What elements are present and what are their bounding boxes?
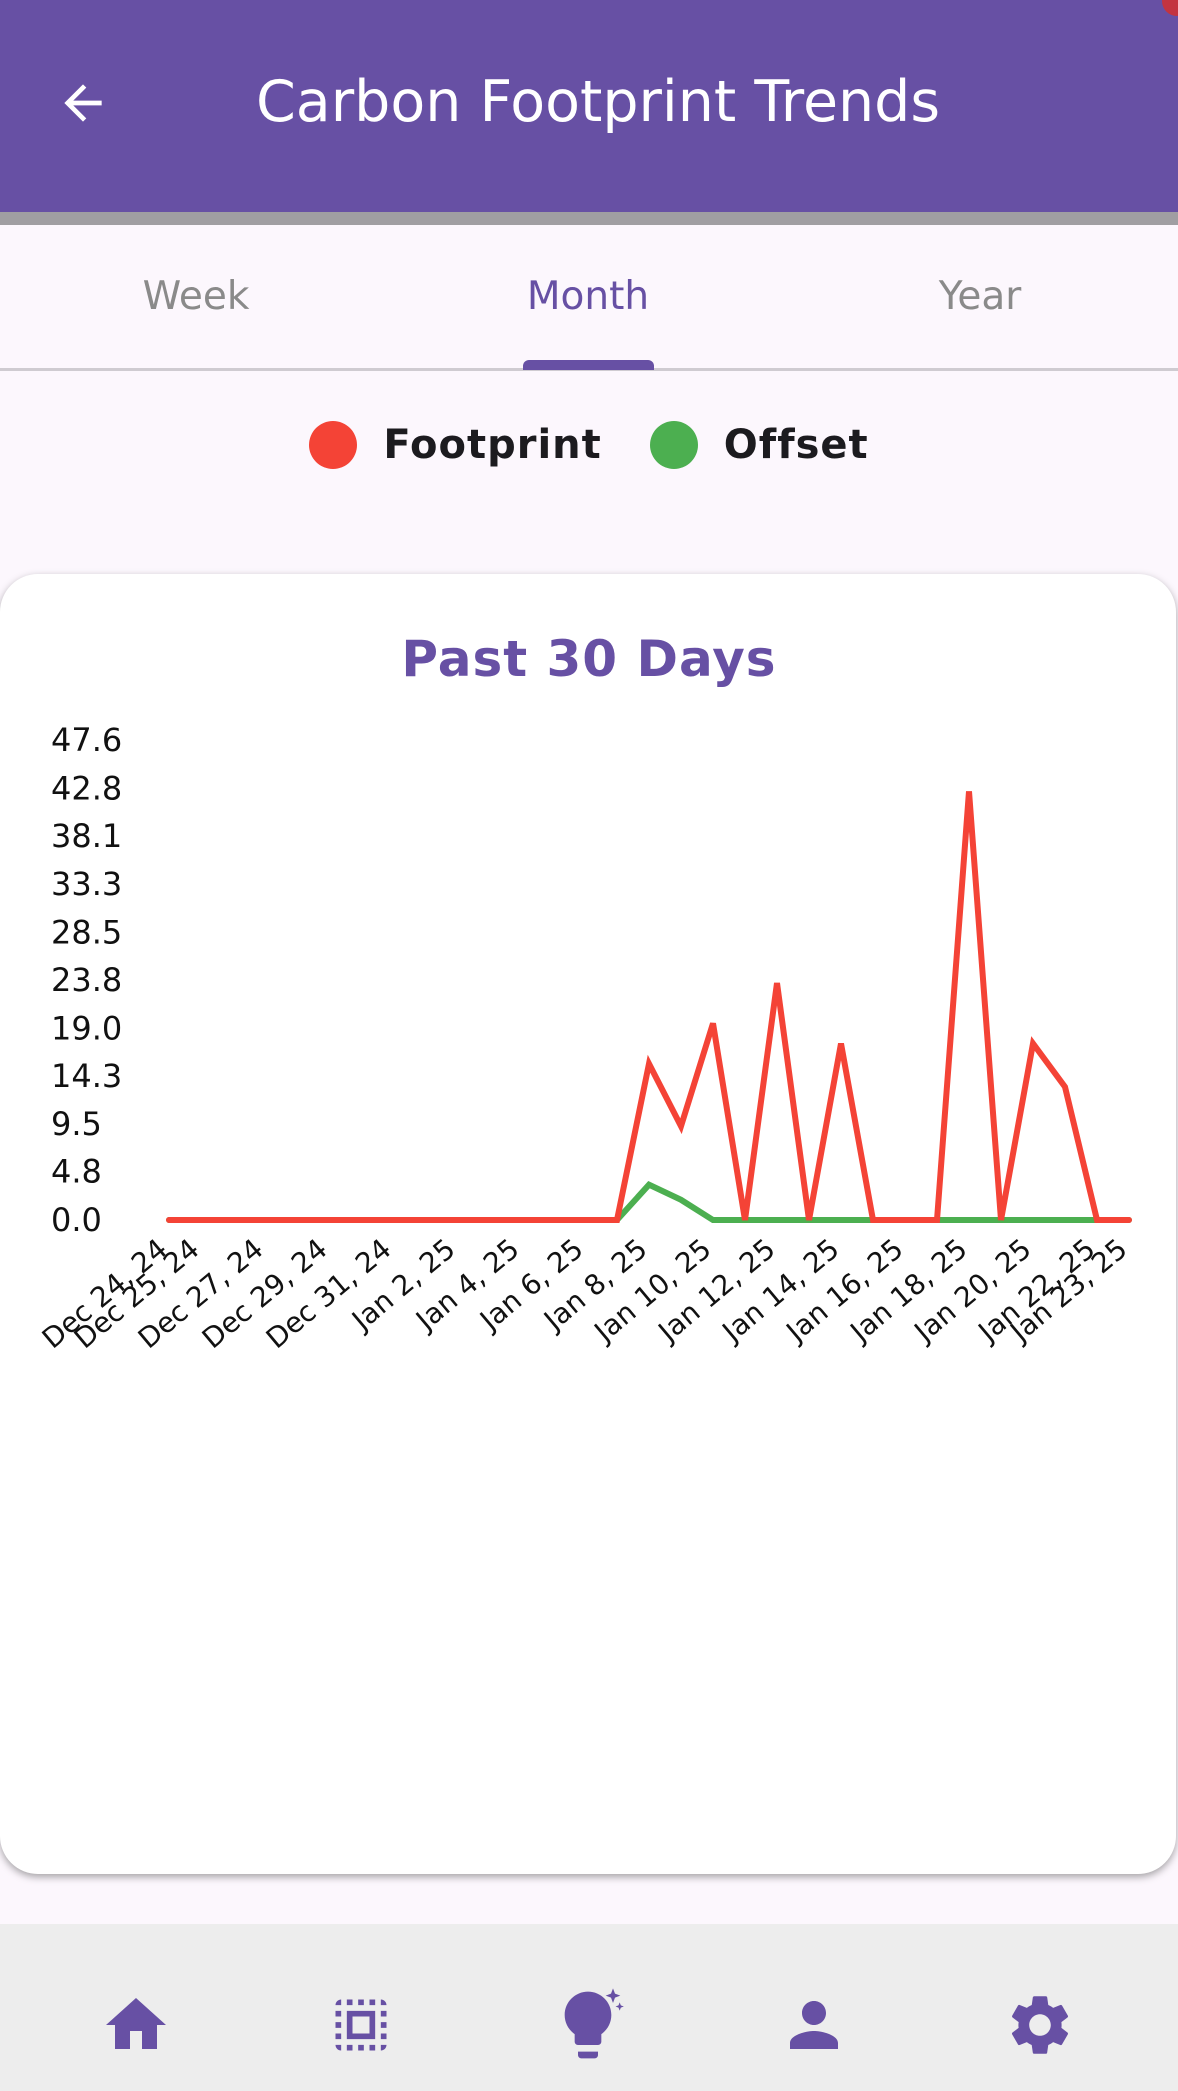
tab-indicator	[523, 360, 654, 370]
nav-profile-button[interactable]	[774, 1985, 854, 2065]
y-tick-label: 23.8	[51, 961, 122, 999]
back-button[interactable]	[50, 70, 116, 136]
tab-month[interactable]: Month	[526, 274, 650, 319]
y-tick-label: 0.0	[51, 1201, 102, 1239]
legend-dot-footprint	[309, 421, 358, 469]
y-tick-label: 38.1	[51, 817, 122, 855]
chart-title: Past 30 Days	[401, 630, 777, 688]
tab-week[interactable]: Week	[142, 274, 250, 319]
legend-label-offset: Offset	[723, 422, 869, 468]
y-tick-label: 9.5	[51, 1105, 102, 1143]
legend-label-footprint: Footprint	[383, 422, 602, 468]
chart-legend: Footprint Offset	[0, 410, 1178, 480]
y-tick-label: 47.6	[51, 721, 122, 759]
y-tick-label: 19.0	[51, 1009, 122, 1047]
series-line-footprint	[166, 791, 1132, 1223]
arrow-back-icon	[64, 84, 102, 122]
y-tick-label: 33.3	[51, 865, 122, 903]
nav-tips-button[interactable]	[548, 1985, 628, 2065]
legend-dot-offset	[649, 421, 698, 469]
legend-item-footprint: Footprint	[309, 421, 601, 469]
chart-card	[0, 574, 1176, 1874]
nav-home-button[interactable]	[96, 1985, 176, 2065]
nav-settings-button[interactable]	[1000, 1985, 1080, 2065]
legend-item-offset: Offset	[649, 421, 869, 469]
tab-bar: Week Month Year	[0, 225, 1178, 371]
line-chart: 0.0 4.8 9.5 14.3 19.0 23.8 28.5 33.3 38.1 42.8 47.…	[36, 721, 1134, 1355]
person-icon	[790, 2001, 838, 2049]
home-icon	[106, 1998, 166, 2049]
y-tick-label: 42.8	[51, 769, 122, 807]
gear-icon	[1011, 1996, 1069, 2054]
y-tick-label: 14.3	[51, 1057, 122, 1095]
page-title: Carbon Footprint Trends	[256, 69, 941, 135]
app-bar	[0, 0, 1178, 212]
lightbulb-sparkle-icon	[564, 1988, 624, 2059]
select-frame-icon	[335, 1999, 387, 2051]
y-tick-label: 28.5	[51, 914, 122, 952]
status-dot	[1162, 0, 1178, 16]
tab-year[interactable]: Year	[938, 274, 1022, 319]
series-line-offset	[166, 1181, 1132, 1223]
nav-activities-button[interactable]	[321, 1985, 401, 2065]
app-bar-shadow	[0, 212, 1178, 225]
y-tick-label: 4.8	[51, 1153, 102, 1191]
